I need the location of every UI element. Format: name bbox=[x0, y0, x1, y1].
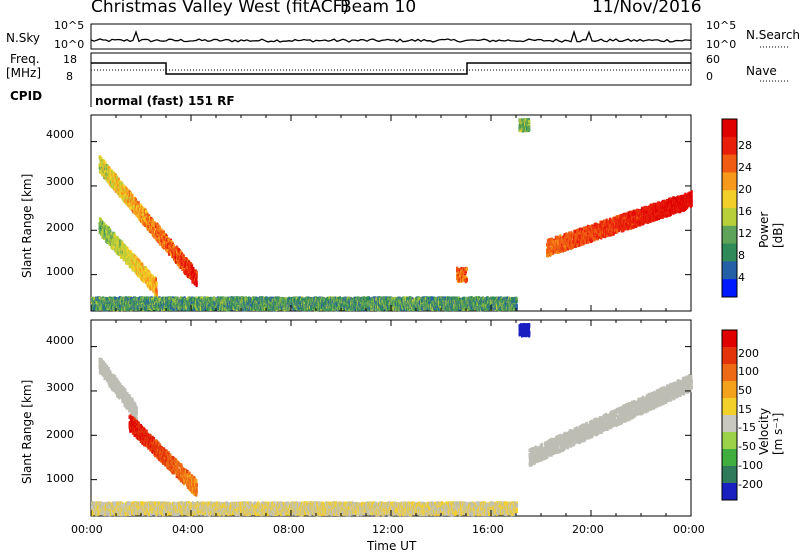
power-panel-frame bbox=[91, 115, 691, 311]
data-cell bbox=[196, 281, 198, 285]
frequency-line bbox=[91, 63, 691, 74]
data-cell bbox=[173, 244, 175, 248]
data-cell bbox=[196, 275, 198, 279]
data-cell bbox=[155, 285, 157, 289]
data-cell bbox=[196, 271, 198, 275]
freq-panel-frame bbox=[91, 53, 691, 85]
noise-panel-frame bbox=[91, 24, 691, 49]
noise-sky-line bbox=[91, 32, 691, 42]
data-cell bbox=[156, 282, 158, 286]
data-cell bbox=[156, 290, 158, 294]
data-cell bbox=[131, 194, 133, 198]
data-cell bbox=[155, 277, 157, 281]
